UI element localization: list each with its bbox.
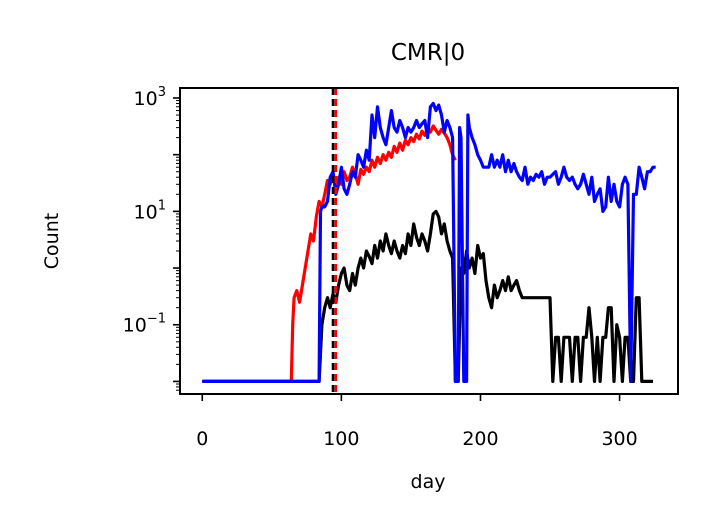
y-axis: 10−1 101 103	[123, 85, 180, 391]
x-axis-label: day	[411, 471, 446, 493]
y-axis-label: Count	[41, 213, 63, 269]
x-tick-label: 200	[462, 428, 498, 450]
y-tick-label: 101	[134, 198, 166, 223]
series-line-0	[202, 124, 457, 383]
series-line-2	[202, 101, 656, 383]
x-axis: 0 100 200 300	[196, 394, 638, 450]
y-tick-label: 103	[134, 85, 166, 110]
plot-area	[202, 88, 656, 394]
x-tick-label: 100	[323, 428, 359, 450]
chart-title: CMR|0	[391, 40, 465, 66]
x-tick-label: 0	[196, 428, 208, 450]
y-tick-label: 10−1	[123, 312, 166, 337]
series-line-1	[202, 209, 653, 383]
x-tick-label: 300	[601, 428, 637, 450]
